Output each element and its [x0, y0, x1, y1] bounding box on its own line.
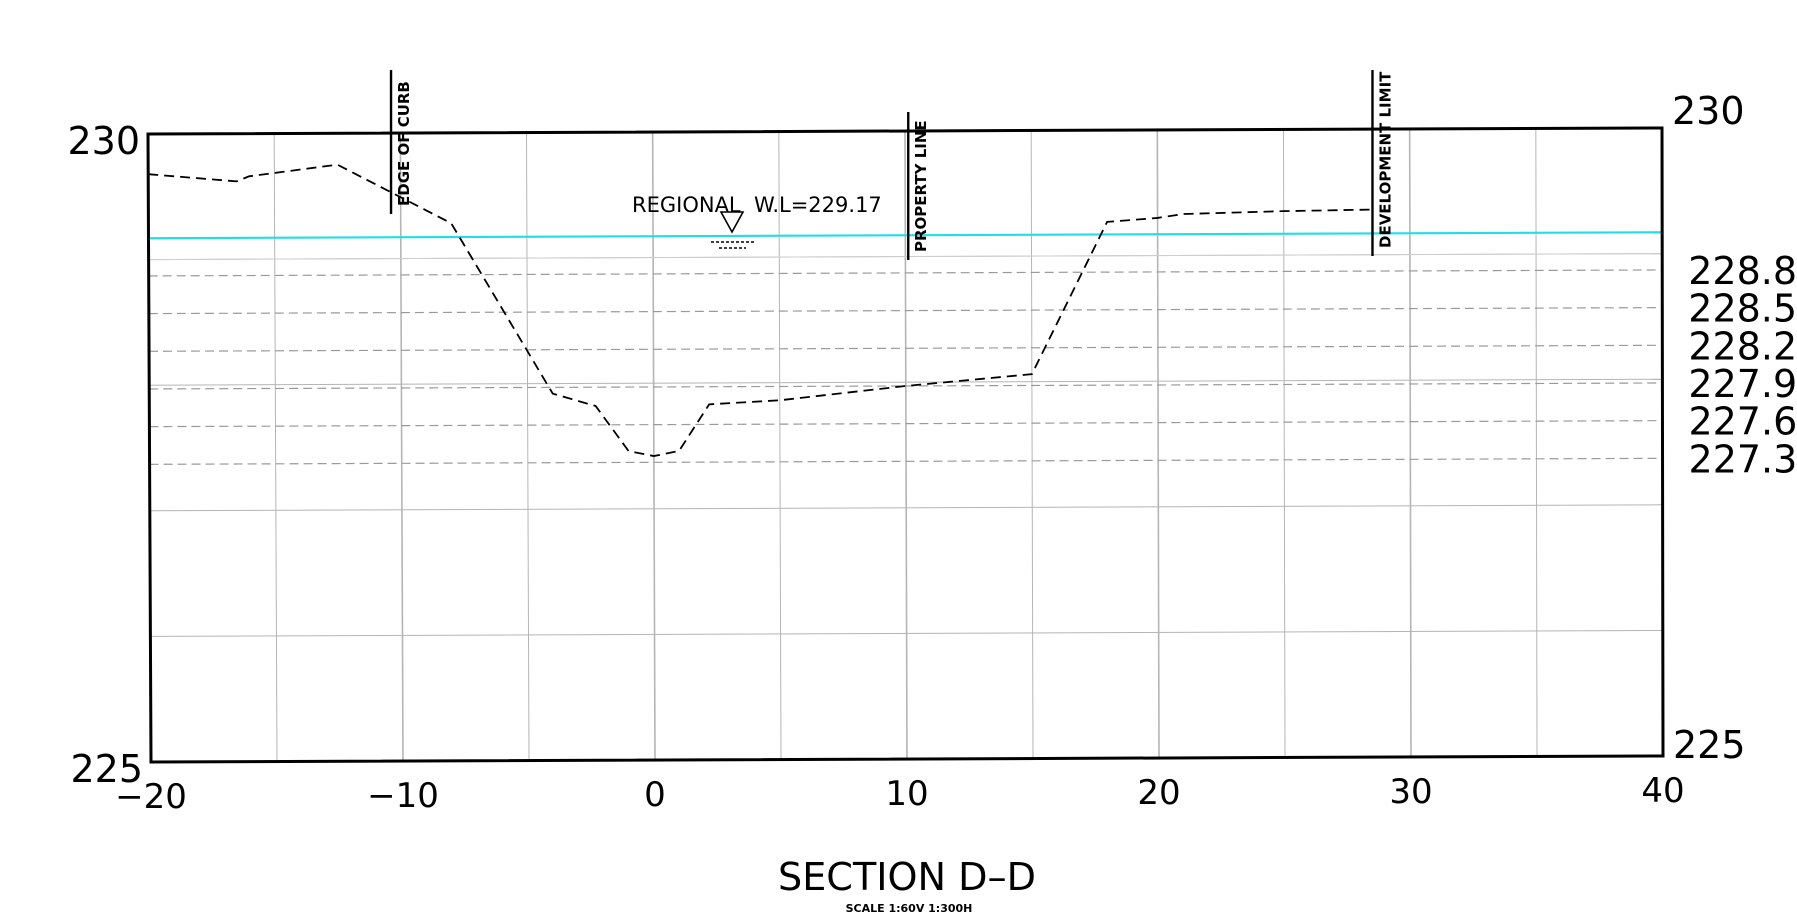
level-label-right: 228.27 [1688, 324, 1797, 368]
dashed-level-line [149, 344, 1663, 352]
grid-vertical [399, 132, 404, 762]
x-tick-label: 30 [1389, 772, 1432, 812]
dashed-level-line [148, 307, 1663, 315]
water-level-label: REGIONAL W.L=229.17 [632, 193, 882, 217]
level-label-right: 227.67 [1688, 400, 1797, 444]
y-tick-label-right: 225 [1673, 723, 1746, 767]
grid-horizontal [149, 504, 1663, 512]
y-tick-label-right: 230 [1672, 89, 1745, 133]
grid-horizontal [150, 629, 1663, 637]
dashed-level-lines [148, 269, 1663, 465]
grid-vertical [526, 132, 530, 761]
grid-vertical [651, 131, 656, 761]
ground-profile-line [148, 163, 1375, 457]
grid-horizontal [148, 253, 1663, 261]
y-tick-label-left: 225 [70, 747, 143, 791]
x-tick-label: −20 [115, 777, 187, 817]
marker-label: DEVELOPMENT LIMIT [1376, 71, 1394, 248]
marker-label: PROPERTY LINE [912, 120, 930, 252]
x-tick-label: 10 [885, 774, 928, 814]
x-tick-label: 40 [1641, 771, 1684, 811]
x-tick-label: −10 [367, 776, 439, 816]
grid-vertical [778, 131, 782, 760]
x-tick-label: 0 [644, 775, 666, 815]
marker-label: EDGE OF CURB [395, 81, 413, 206]
grid-vertical [904, 130, 908, 760]
grid-vertical [1283, 129, 1286, 758]
y-tick-label-left: 230 [67, 119, 140, 163]
ground-profile [148, 163, 1375, 457]
grid-vertical [1030, 130, 1034, 759]
grid-horizontal [149, 378, 1663, 386]
axis-labels: −20−10010203040230225230225228.87228.572… [67, 89, 1797, 817]
grid-vertical [1535, 128, 1538, 757]
level-label-right: 228.87 [1688, 249, 1797, 293]
water-level-line [148, 231, 1663, 240]
grid-vertical [1408, 128, 1412, 758]
water-level-symbol [711, 211, 754, 249]
level-label-right: 227.97 [1688, 362, 1797, 406]
dashed-level-line [149, 382, 1663, 390]
x-tick-label: 20 [1137, 773, 1180, 813]
grid-vertical [1156, 129, 1160, 759]
marker-lines: EDGE OF CURB PROPERTY LINE DEVELOPMENT LIM… [389, 70, 1394, 260]
dashed-level-line [149, 420, 1663, 428]
level-label-right: 228.57 [1688, 287, 1797, 331]
scale-note: SCALE 1:60V 1:300H [846, 902, 973, 915]
water-level-triangle [719, 211, 745, 234]
dashed-level-line [149, 457, 1663, 465]
grid-lines [148, 128, 1663, 762]
grid-vertical [273, 133, 278, 762]
plot-border [146, 126, 1665, 764]
level-label-right: 227.37 [1689, 437, 1797, 481]
dashed-level-line [148, 269, 1663, 277]
section-title: SECTION D–D [778, 855, 1036, 899]
